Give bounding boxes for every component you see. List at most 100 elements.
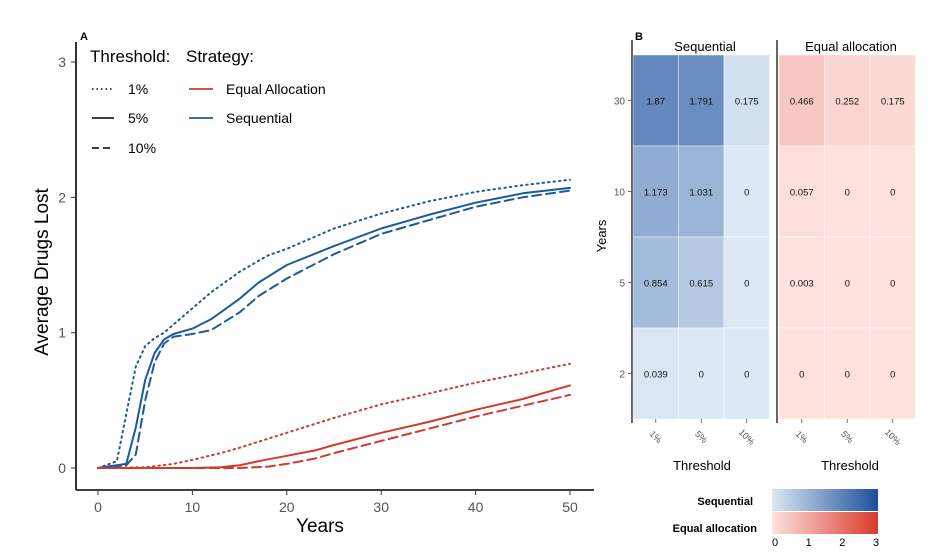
heatmap-cell-label: 0.003: [790, 279, 814, 290]
series-line-equal-allocation-10pct: [97, 393, 571, 469]
heatmap-cell: [869, 145, 916, 238]
series-line-equal-allocation-1pct: [97, 362, 571, 469]
y-axis-title: Average Drugs Lost: [32, 187, 53, 355]
colorbar-tick-label: 0: [772, 537, 778, 549]
heatmap-cell-label: 0.175: [881, 97, 905, 108]
heatmap-cell: [869, 327, 916, 420]
colorbar-ticks: 0 1 2 3: [772, 537, 879, 549]
colorbar-blue-gradient: [772, 489, 878, 511]
heatmap-x-tick-label: 1%: [794, 429, 810, 445]
heatmap-cell-label: 0: [744, 188, 749, 199]
x-tick-label: 10: [185, 499, 201, 515]
legend-threshold-title: Threshold:: [90, 47, 170, 66]
y-tick-label: 2: [58, 189, 66, 205]
heatmap-sequential-xlabel: Threshold: [673, 458, 731, 473]
legend: Threshold: Strategy: 1% 5% 10% Equal All…: [90, 47, 326, 156]
heatmap-cell-label: 0.615: [689, 279, 713, 290]
heatmap-cell: [723, 145, 770, 238]
colorbar-tick-label: 2: [839, 537, 845, 549]
heatmap-cell-label: 0: [744, 279, 749, 290]
heatmap-cell-label: 0: [890, 188, 895, 199]
series-line-sequential-10pct: [97, 189, 571, 469]
heatmap-cell: [632, 236, 679, 329]
heatmap-sequential-title: Sequential: [674, 39, 736, 54]
series-line-sequential-1pct: [97, 178, 571, 469]
heatmap-y-tick-label: 5: [619, 279, 625, 290]
colorbar-tick-label: 3: [873, 537, 879, 549]
colorbar: Sequential Equal allocation 0 1 2 3: [673, 489, 879, 549]
heatmap-y-tick-label: 2: [619, 370, 625, 381]
y-tick-label: 3: [58, 54, 66, 70]
heatmap-equal-xlabel: Threshold: [821, 458, 879, 473]
heatmap-cells-group: 1.87 1.791 0.175 1.173 1.031 0 0.854 0.615 0 0.03…: [632, 54, 916, 420]
x-axis-title: Years: [296, 516, 344, 537]
heatmap-cell-label: 0.854: [644, 279, 668, 290]
heatmap-cell: [824, 145, 871, 238]
heatmap-cell-label: 1.791: [689, 97, 713, 108]
legend-label-sequential: Sequential: [226, 110, 292, 126]
heatmap-cell: [632, 327, 679, 420]
heatmap-x-tick-label: 5%: [693, 429, 709, 445]
heatmap-cell: [824, 54, 871, 147]
line-series-group: [97, 178, 571, 469]
line-chart-axes: [75, 42, 594, 491]
colorbar-red-gradient: [772, 512, 878, 534]
series-line-equal-allocation-5pct: [97, 384, 571, 469]
heatmap-cell: [824, 236, 871, 329]
heatmap-y-tick-label: 30: [614, 97, 626, 108]
heatmap-cell-label: 0: [845, 370, 850, 381]
heatmap-x-tick-label: 10%: [883, 427, 903, 447]
legend-label-1pct: 1%: [128, 81, 148, 97]
heatmap-x-tick-label: 10%: [737, 427, 757, 447]
colorbar-label-sequential: Sequential: [697, 496, 753, 508]
heatmap-equal-title: Equal allocation: [805, 39, 897, 54]
heatmap-cell: [632, 54, 679, 147]
heatmap-cell: [778, 236, 825, 329]
y-tick-label: 1: [58, 325, 66, 341]
heatmap-cell: [678, 236, 725, 329]
heatmap-cell-label: 0: [744, 370, 749, 381]
heatmap-cell: [869, 54, 916, 147]
heatmap-cell: [723, 54, 770, 147]
heatmap-cell: [723, 236, 770, 329]
colorbar-label-equal: Equal allocation: [673, 523, 758, 535]
x-tick-label: 30: [373, 499, 389, 515]
legend-strategy-title: Strategy:: [186, 47, 254, 66]
x-tick-label: 20: [279, 499, 295, 515]
heatmap-cell-label: 0.252: [835, 97, 859, 108]
heatmap-cell: [778, 54, 825, 147]
heatmap-cell-label: 0: [845, 279, 850, 290]
heatmap-cell-label: 1.031: [689, 188, 713, 199]
heatmap-x-tick-label: 1%: [648, 429, 664, 445]
heatmap-cell: [678, 54, 725, 147]
line-chart-ticks: 0 10 20 30 40 50 0 1 2 3: [58, 54, 578, 515]
heatmap-cell: [723, 327, 770, 420]
heatmap-y-tick-label: 10: [614, 188, 626, 199]
heatmap-cell-label: 0.039: [644, 370, 668, 381]
x-tick-label: 50: [562, 499, 578, 515]
heatmap-cell-label: 0.466: [790, 97, 814, 108]
heatmap-x-tick-label: 5%: [839, 429, 855, 445]
heatmap-cell-label: 1.87: [647, 97, 666, 108]
y-tick-label: 0: [58, 460, 66, 476]
heatmap-y-axis-title: Years: [594, 219, 609, 252]
series-line-sequential-5pct: [97, 186, 571, 469]
heatmap-cell: [678, 327, 725, 420]
heatmap-cell-label: 0: [890, 370, 895, 381]
x-tick-label: 40: [468, 499, 484, 515]
heatmap-cell-label: 0.175: [735, 97, 759, 108]
heatmap-cell-label: 0.057: [790, 188, 814, 199]
x-tick-label: 0: [94, 499, 102, 515]
heatmap-cell-label: 0: [845, 188, 850, 199]
heatmap-cell: [824, 327, 871, 420]
legend-label-equal-allocation: Equal Allocation: [226, 81, 326, 97]
panel-b-label: B: [635, 31, 643, 43]
heatmap-cell: [678, 145, 725, 238]
heatmap-cell-label: 1.173: [644, 188, 668, 199]
legend-label-10pct: 10%: [128, 140, 156, 156]
legend-label-5pct: 5%: [128, 110, 148, 126]
heatmap-cell-label: 0: [890, 279, 895, 290]
heatmap-cell: [778, 145, 825, 238]
